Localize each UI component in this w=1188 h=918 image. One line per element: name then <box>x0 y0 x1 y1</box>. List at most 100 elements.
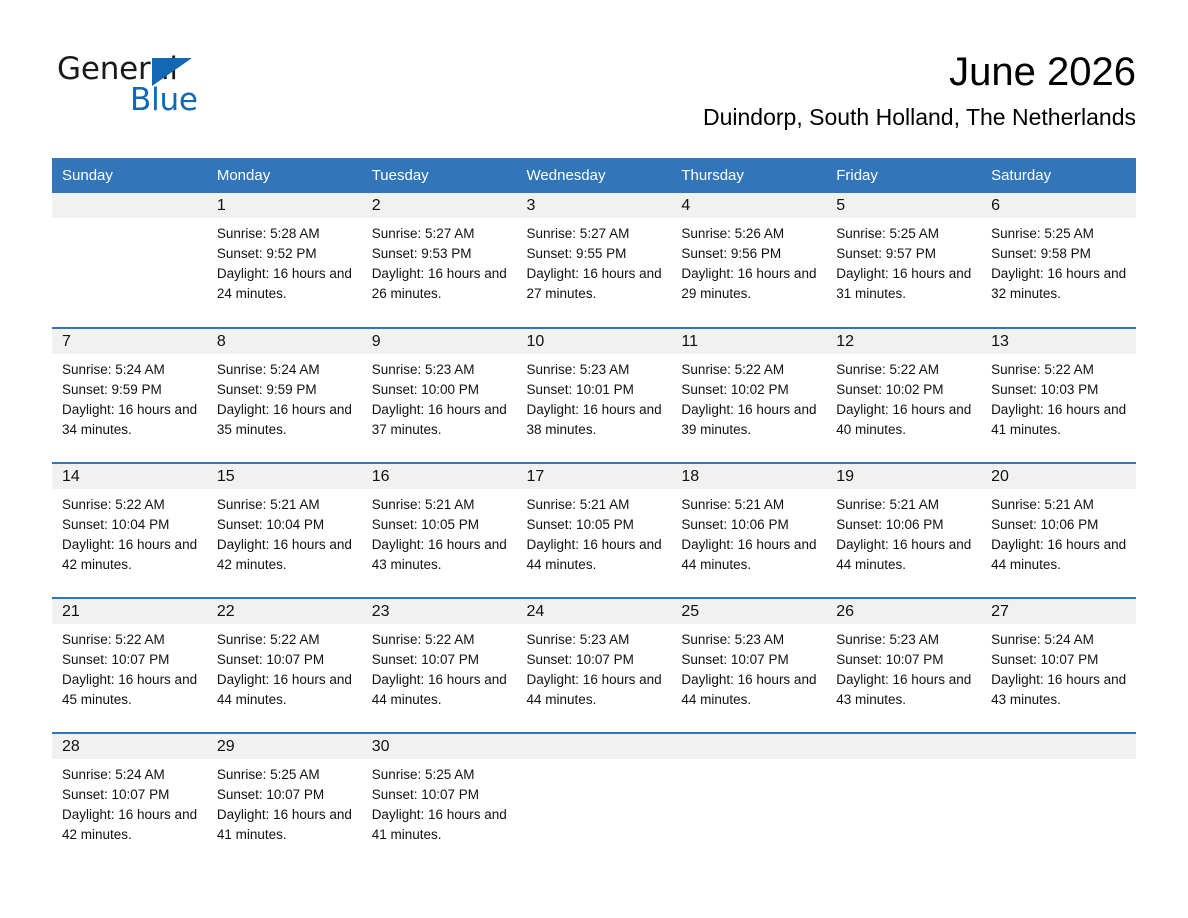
weekday-header-friday: Friday <box>826 158 982 193</box>
calendar-day-cell[interactable]: 26 Sunrise: 5:23 AM Sunset: 10:07 PM Daylig… <box>826 597 982 733</box>
page-title: June 2026 <box>949 50 1136 94</box>
sunrise-text: Sunrise: 5:22 AM <box>681 362 785 377</box>
daylight-text: Daylight: 16 hours and 42 minutes. <box>216 537 352 572</box>
sunrise-text: Sunrise: 5:23 AM <box>526 632 630 647</box>
calendar-day-cell[interactable]: 24 Sunrise: 5:23 AM Sunset: 10:07 PM Daylig… <box>516 597 672 733</box>
day-number <box>981 734 1136 759</box>
day-number: 17 <box>516 464 672 489</box>
daylight-text: Daylight: 16 hours and 42 minutes. <box>62 537 198 572</box>
calendar-day-cell[interactable]: 15 Sunrise: 5:21 AM Sunset: 10:04 PM Daylig… <box>206 462 362 598</box>
calendar-day-cell[interactable]: 13 Sunrise: 5:22 AM Sunset: 10:03 PM Daylig… <box>981 327 1136 463</box>
calendar-day-cell-empty <box>516 732 672 868</box>
day-number: 9 <box>361 329 517 354</box>
day-number: 27 <box>981 599 1136 624</box>
calendar-week-row: 14 Sunrise: 5:22 AM Sunset: 10:04 PM Daylig… <box>52 462 1136 598</box>
day-cell-content: 26 Sunrise: 5:23 AM Sunset: 10:07 PM Daylig… <box>826 599 982 732</box>
day-number: 22 <box>206 599 362 624</box>
sunset-text: Sunset: 10:04 PM <box>62 517 170 532</box>
day-number <box>516 734 672 759</box>
calendar-day-cell[interactable]: 9 Sunrise: 5:23 AM Sunset: 10:00 PM Dayligh… <box>361 327 517 463</box>
day-cell-content: 10 Sunrise: 5:23 AM Sunset: 10:01 PM Daylig… <box>516 329 672 462</box>
calendar-day-cell[interactable]: 30 Sunrise: 5:25 AM Sunset: 10:07 PM Daylig… <box>361 732 517 868</box>
sunrise-text: Sunrise: 5:25 AM <box>991 226 1094 241</box>
daylight-text: Daylight: 16 hours and 43 minutes. <box>371 537 507 572</box>
day-sun-info: Sunrise: 5:22 AM Sunset: 10:02 PM Daylight… <box>671 354 826 440</box>
day-number <box>826 734 982 759</box>
day-cell-content: 23 Sunrise: 5:22 AM Sunset: 10:07 PM Daylig… <box>361 599 517 732</box>
calendar-day-cell[interactable]: 6 Sunrise: 5:25 AM Sunset: 9:58 PM Daylight… <box>981 193 1136 328</box>
day-sun-info: Sunrise: 5:24 AM Sunset: 9:59 PM Daylight:… <box>207 354 362 440</box>
calendar-day-cell[interactable]: 5 Sunrise: 5:25 AM Sunset: 9:57 PM Daylight… <box>826 193 982 328</box>
day-number: 4 <box>671 193 827 218</box>
sunset-text: Sunset: 10:02 PM <box>836 382 944 397</box>
calendar-day-cell[interactable]: 7 Sunrise: 5:24 AM Sunset: 9:59 PM Daylight… <box>52 327 207 463</box>
day-cell-content: 18 Sunrise: 5:21 AM Sunset: 10:06 PM Daylig… <box>671 464 827 597</box>
calendar-day-cell[interactable]: 23 Sunrise: 5:22 AM Sunset: 10:07 PM Daylig… <box>361 597 517 733</box>
day-sun-info: Sunrise: 5:25 AM Sunset: 10:07 PM Daylight… <box>207 759 362 845</box>
calendar-day-cell[interactable]: 14 Sunrise: 5:22 AM Sunset: 10:04 PM Daylig… <box>52 462 207 598</box>
calendar-day-cell[interactable]: 4 Sunrise: 5:26 AM Sunset: 9:56 PM Daylight… <box>671 193 827 328</box>
day-number <box>52 193 207 218</box>
sunrise-text: Sunrise: 5:27 AM <box>371 226 475 241</box>
sunset-text: Sunset: 10:07 PM <box>216 652 325 667</box>
day-sun-info: Sunrise: 5:22 AM Sunset: 10:04 PM Daylight… <box>52 489 207 575</box>
title-block: June 2026 Duindorp, South Holland, The N… <box>703 48 1136 132</box>
calendar-header-row: Sunday Monday Tuesday Wednesday Thursday Frid… <box>52 158 1136 193</box>
day-sun-info: Sunrise: 5:27 AM Sunset: 9:53 PM Daylight:… <box>362 218 517 304</box>
calendar-day-cell[interactable]: 17 Sunrise: 5:21 AM Sunset: 10:05 PM Daylig… <box>516 462 672 598</box>
day-sun-info: Sunrise: 5:23 AM Sunset: 10:01 PM Daylight… <box>517 354 672 440</box>
day-sun-info: Sunrise: 5:22 AM Sunset: 10:03 PM Daylight… <box>981 354 1136 440</box>
calendar-day-cell[interactable]: 19 Sunrise: 5:21 AM Sunset: 10:06 PM Daylig… <box>826 462 982 598</box>
sunset-text: Sunset: 10:05 PM <box>371 517 480 532</box>
daylight-text: Daylight: 16 hours and 40 minutes. <box>836 402 972 437</box>
daylight-text: Daylight: 16 hours and 44 minutes. <box>836 537 972 572</box>
daylight-text: Daylight: 16 hours and 42 minutes. <box>62 807 198 842</box>
calendar-day-cell[interactable]: 25 Sunrise: 5:23 AM Sunset: 10:07 PM Daylig… <box>671 597 827 733</box>
day-cell-content <box>826 734 982 867</box>
day-sun-info: Sunrise: 5:25 AM Sunset: 10:07 PM Daylight… <box>362 759 517 845</box>
day-sun-info: Sunrise: 5:21 AM Sunset: 10:05 PM Daylight… <box>517 489 672 575</box>
calendar-day-cell[interactable]: 8 Sunrise: 5:24 AM Sunset: 9:59 PM Daylight… <box>206 327 362 463</box>
daylight-text: Daylight: 16 hours and 43 minutes. <box>991 672 1127 707</box>
sunrise-text: Sunrise: 5:21 AM <box>526 497 630 512</box>
daylight-text: Daylight: 16 hours and 44 minutes. <box>991 537 1127 572</box>
calendar-day-cell[interactable]: 3 Sunrise: 5:27 AM Sunset: 9:55 PM Daylight… <box>516 193 672 328</box>
sunset-text: Sunset: 9:56 PM <box>681 246 782 261</box>
day-sun-info: Sunrise: 5:28 AM Sunset: 9:52 PM Daylight:… <box>207 218 362 304</box>
calendar-week-row: 21 Sunrise: 5:22 AM Sunset: 10:07 PM Daylig… <box>52 597 1136 733</box>
daylight-text: Daylight: 16 hours and 43 minutes. <box>836 672 972 707</box>
calendar-day-cell[interactable]: 11 Sunrise: 5:22 AM Sunset: 10:02 PM Daylig… <box>671 327 827 463</box>
sunset-text: Sunset: 10:07 PM <box>62 652 170 667</box>
calendar-day-cell[interactable]: 18 Sunrise: 5:21 AM Sunset: 10:06 PM Daylig… <box>671 462 827 598</box>
day-cell-content: 27 Sunrise: 5:24 AM Sunset: 10:07 PM Daylig… <box>981 599 1136 732</box>
calendar-day-cell[interactable]: 2 Sunrise: 5:27 AM Sunset: 9:53 PM Daylight… <box>361 193 517 328</box>
generalblue-logo[interactable]: General Blue <box>57 52 257 122</box>
calendar-day-cell[interactable]: 16 Sunrise: 5:21 AM Sunset: 10:05 PM Daylig… <box>361 462 517 598</box>
calendar-day-cell[interactable]: 20 Sunrise: 5:21 AM Sunset: 10:06 PM Daylig… <box>981 462 1136 598</box>
calendar-day-cell[interactable]: 12 Sunrise: 5:22 AM Sunset: 10:02 PM Daylig… <box>826 327 982 463</box>
sunrise-text: Sunrise: 5:28 AM <box>216 226 320 241</box>
calendar-day-cell[interactable]: 29 Sunrise: 5:25 AM Sunset: 10:07 PM Daylig… <box>206 732 362 868</box>
day-cell-content: 13 Sunrise: 5:22 AM Sunset: 10:03 PM Daylig… <box>981 329 1136 462</box>
sunset-text: Sunset: 10:06 PM <box>991 517 1099 532</box>
day-number: 8 <box>206 329 362 354</box>
sunset-text: Sunset: 10:07 PM <box>371 652 480 667</box>
sunset-text: Sunset: 9:59 PM <box>216 382 317 397</box>
calendar-week-row: 1 Sunrise: 5:28 AM Sunset: 9:52 PM Daylight… <box>52 193 1136 328</box>
sunrise-text: Sunrise: 5:23 AM <box>526 362 630 377</box>
calendar-day-cell[interactable]: 28 Sunrise: 5:24 AM Sunset: 10:07 PM Daylig… <box>52 732 207 868</box>
sunset-text: Sunset: 9:52 PM <box>216 246 317 261</box>
day-sun-info: Sunrise: 5:21 AM Sunset: 10:05 PM Daylight… <box>362 489 517 575</box>
day-cell-content: 12 Sunrise: 5:22 AM Sunset: 10:02 PM Daylig… <box>826 329 982 462</box>
calendar-day-cell[interactable]: 1 Sunrise: 5:28 AM Sunset: 9:52 PM Daylight… <box>206 193 362 328</box>
weekday-header-saturday: Saturday <box>981 158 1136 193</box>
calendar-day-cell[interactable]: 22 Sunrise: 5:22 AM Sunset: 10:07 PM Daylig… <box>206 597 362 733</box>
calendar-day-cell[interactable]: 10 Sunrise: 5:23 AM Sunset: 10:01 PM Daylig… <box>516 327 672 463</box>
calendar-day-cell[interactable]: 21 Sunrise: 5:22 AM Sunset: 10:07 PM Daylig… <box>52 597 207 733</box>
calendar-day-cell[interactable]: 27 Sunrise: 5:24 AM Sunset: 10:07 PM Daylig… <box>981 597 1136 733</box>
sunset-text: Sunset: 10:07 PM <box>991 652 1099 667</box>
sunrise-text: Sunrise: 5:24 AM <box>62 767 165 782</box>
day-sun-info: Sunrise: 5:22 AM Sunset: 10:07 PM Daylight… <box>207 624 362 710</box>
day-sun-info: Sunrise: 5:23 AM Sunset: 10:07 PM Daylight… <box>517 624 672 710</box>
